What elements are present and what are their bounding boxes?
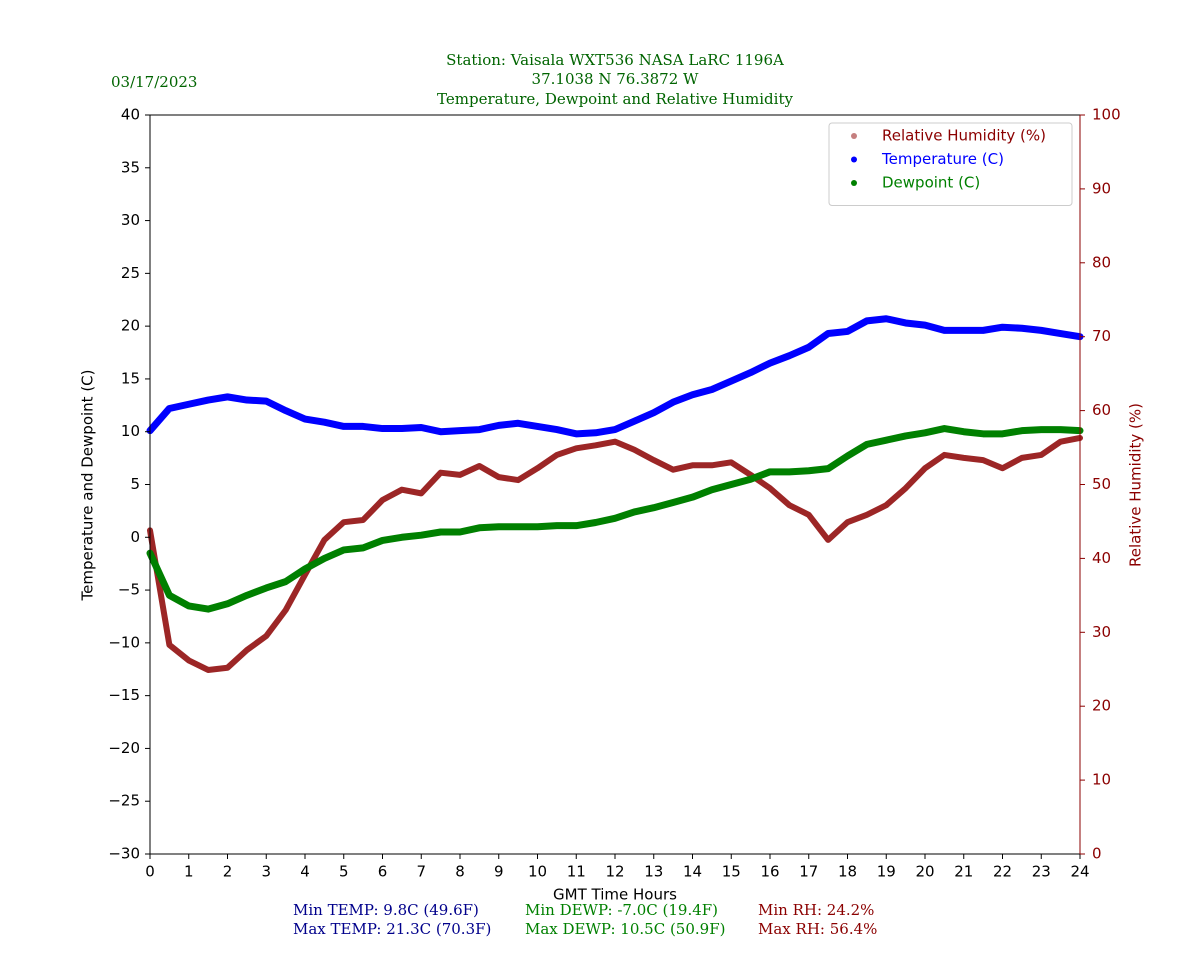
x-tick-label: 20 bbox=[915, 863, 934, 881]
x-tick-label: 7 bbox=[416, 863, 426, 881]
series-line bbox=[146, 315, 1084, 438]
x-tick-label: 11 bbox=[567, 863, 586, 881]
x-tick-label: 14 bbox=[683, 863, 702, 881]
chart-subtitle: 37.1038 N 76.3872 W bbox=[532, 70, 699, 88]
x-tick-label: 6 bbox=[378, 863, 388, 881]
stat-text: Max DEWP: 10.5C (50.9F) bbox=[525, 920, 725, 938]
y-tick-label: 25 bbox=[121, 264, 140, 282]
x-tick-label: 8 bbox=[455, 863, 465, 881]
legend-label: Relative Humidity (%) bbox=[882, 127, 1046, 145]
x-tick-label: 0 bbox=[145, 863, 155, 881]
x-tick-label: 22 bbox=[993, 863, 1012, 881]
y-tick-label: −10 bbox=[108, 633, 140, 651]
y2-axis-label: Relative Humidity (%) bbox=[1127, 403, 1145, 567]
y2-tick-label: 100 bbox=[1092, 106, 1121, 124]
stat-text: Min DEWP: -7.0C (19.4F) bbox=[525, 901, 718, 919]
y-tick-label: −20 bbox=[108, 739, 140, 757]
stat-text: Min RH: 24.2% bbox=[758, 901, 874, 919]
x-tick-label: 2 bbox=[223, 863, 233, 881]
y-tick-label: 15 bbox=[121, 369, 140, 387]
y2-tick-label: 20 bbox=[1092, 697, 1111, 715]
stat-text: Max RH: 56.4% bbox=[758, 920, 877, 938]
y2-tick-label: 70 bbox=[1092, 327, 1111, 345]
y2-tick-label: 30 bbox=[1092, 623, 1111, 641]
y-axis-label: Temperature and Dewpoint (C) bbox=[79, 369, 97, 601]
legend-label: Dewpoint (C) bbox=[882, 174, 980, 192]
y-tick-label: −15 bbox=[108, 686, 140, 704]
series-line bbox=[147, 434, 1083, 673]
legend-marker bbox=[851, 180, 857, 186]
x-tick-label: 5 bbox=[339, 863, 349, 881]
legend-marker bbox=[851, 133, 857, 139]
x-tick-label: 12 bbox=[605, 863, 624, 881]
y2-tick-label: 80 bbox=[1092, 253, 1111, 271]
x-tick-label: 9 bbox=[494, 863, 504, 881]
stat-text: Min TEMP: 9.8C (49.6F) bbox=[293, 901, 479, 919]
x-tick-label: 13 bbox=[644, 863, 663, 881]
y-tick-label: −5 bbox=[118, 581, 140, 599]
y-tick-label: −25 bbox=[108, 792, 140, 810]
stat-text: Max TEMP: 21.3C (70.3F) bbox=[293, 920, 491, 938]
x-axis-label: GMT Time Hours bbox=[553, 886, 677, 904]
x-tick-label: 17 bbox=[799, 863, 818, 881]
y-tick-label: 35 bbox=[121, 158, 140, 176]
y-tick-label: 10 bbox=[121, 422, 140, 440]
chart-title: Station: Vaisala WXT536 NASA LaRC 1196A bbox=[446, 51, 784, 69]
y-tick-label: 40 bbox=[121, 106, 140, 124]
x-tick-label: 18 bbox=[838, 863, 857, 881]
x-tick-label: 3 bbox=[261, 863, 271, 881]
x-tick-label: 19 bbox=[877, 863, 896, 881]
y-tick-label: 20 bbox=[121, 317, 140, 335]
y-tick-label: −30 bbox=[108, 845, 140, 863]
legend-marker bbox=[851, 156, 857, 163]
series-line bbox=[146, 425, 1084, 613]
x-tick-label: 16 bbox=[760, 863, 779, 881]
x-tick-label: 4 bbox=[300, 863, 310, 881]
y-tick-label: 30 bbox=[121, 211, 140, 229]
y2-tick-label: 10 bbox=[1092, 771, 1111, 789]
legend-label: Temperature (C) bbox=[881, 150, 1004, 168]
y-tick-label: 0 bbox=[130, 528, 140, 546]
x-tick-label: 1 bbox=[184, 863, 194, 881]
y2-tick-label: 50 bbox=[1092, 475, 1111, 493]
legend-box bbox=[828, 122, 1073, 206]
date: 03/17/2023 bbox=[111, 73, 197, 91]
x-tick-label: 10 bbox=[528, 863, 547, 881]
y2-tick-label: 0 bbox=[1092, 845, 1102, 863]
x-tick-label: 21 bbox=[954, 863, 973, 881]
y-tick-label: 5 bbox=[130, 475, 140, 493]
y2-tick-label: 90 bbox=[1092, 179, 1111, 197]
x-tick-label: 15 bbox=[722, 863, 741, 881]
y2-tick-label: 60 bbox=[1092, 401, 1111, 419]
y2-tick-label: 40 bbox=[1092, 549, 1111, 567]
x-tick-label: 23 bbox=[1032, 863, 1051, 881]
chart-subtitle: Temperature, Dewpoint and Relative Humid… bbox=[437, 90, 793, 108]
x-tick-label: 24 bbox=[1070, 863, 1089, 881]
